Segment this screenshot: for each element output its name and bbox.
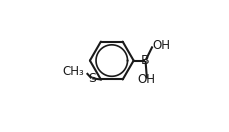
Text: OH: OH <box>137 73 155 86</box>
Text: B: B <box>140 54 149 67</box>
Text: S: S <box>87 72 95 85</box>
Text: OH: OH <box>152 39 170 52</box>
Text: CH₃: CH₃ <box>62 65 84 78</box>
